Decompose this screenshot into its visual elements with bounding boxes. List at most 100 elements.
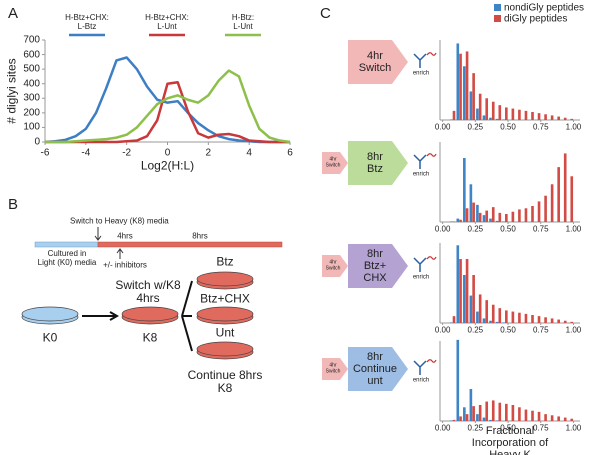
bar	[482, 417, 486, 421]
bar	[465, 259, 469, 323]
step-label: Switch w/K8 4hrs	[115, 277, 181, 305]
dish-label: Btz	[216, 254, 234, 269]
bar	[459, 219, 462, 222]
bar	[537, 316, 541, 323]
bar	[449, 221, 453, 222]
x-axis-label: Log2(H:L)	[140, 158, 195, 173]
condition-label: 4hr Switch	[358, 49, 392, 74]
x-tick-label: -2	[122, 147, 132, 159]
bar	[472, 73, 475, 120]
timeline-heavy	[97, 241, 283, 248]
dish-label: K0	[42, 330, 58, 345]
bar	[449, 119, 453, 120]
bar	[459, 259, 462, 323]
bar	[550, 184, 554, 222]
antigen	[426, 256, 437, 260]
condition-label: 8hr Continue unt	[352, 350, 398, 388]
bar	[485, 300, 489, 323]
bar	[463, 275, 466, 323]
x-tick-label: 1.00	[565, 224, 582, 234]
bar	[472, 406, 475, 421]
bar	[459, 416, 462, 421]
bar	[491, 207, 495, 222]
bar	[465, 51, 469, 120]
tag-label: 4hr Switch	[325, 156, 341, 168]
y-tick-label: 400	[23, 78, 40, 90]
bar	[476, 414, 479, 421]
antigen	[426, 359, 437, 363]
y-tick-label: 100	[23, 121, 40, 133]
x-tick-label: 0.50	[500, 224, 516, 234]
dish-rim	[196, 341, 254, 357]
bar	[531, 410, 534, 421]
x-tick-label: 0.75	[532, 325, 549, 335]
line	[45, 69, 291, 144]
tag-shape	[322, 255, 348, 277]
antigen	[426, 153, 437, 157]
bar	[456, 245, 460, 323]
bar	[449, 420, 453, 421]
bar	[550, 115, 554, 120]
bar	[498, 308, 502, 323]
bar	[469, 91, 473, 120]
bar	[563, 153, 567, 222]
bar	[557, 416, 560, 421]
bar	[544, 195, 547, 222]
bar	[531, 112, 534, 120]
bar	[518, 109, 521, 120]
x-tick-label: 1.00	[565, 325, 582, 335]
bar	[456, 339, 460, 421]
legend-label: H-Btz+CHX: L-Btz	[65, 13, 109, 31]
dish-rim	[196, 271, 254, 287]
enrich-label: enrich	[412, 70, 430, 77]
y-axis-label: # diglyi sites	[4, 58, 19, 124]
bar	[511, 405, 515, 421]
tag-shape	[322, 152, 348, 174]
antibody	[413, 53, 427, 68]
dish-label: Btz+CHX	[200, 291, 250, 306]
x-tick-label: 0.00	[434, 224, 451, 234]
bar	[495, 321, 499, 323]
bar	[505, 214, 508, 222]
bar	[449, 322, 453, 323]
tag-shape	[322, 358, 348, 380]
bar	[489, 419, 492, 421]
timeline-light	[34, 241, 99, 248]
condition-shape	[348, 244, 408, 288]
bar	[469, 389, 473, 421]
bar	[465, 414, 469, 421]
note: +/- inhibitors	[103, 260, 147, 270]
legend-label: diGly peptides	[504, 13, 568, 25]
arrow	[181, 280, 193, 317]
bar	[482, 115, 486, 120]
legend-label: H-Btz: L-Unt	[231, 13, 255, 31]
bar	[544, 317, 547, 323]
x-tick-label: 0.75	[532, 224, 549, 234]
bar	[456, 43, 460, 120]
bar	[557, 167, 560, 222]
x-tick-label: 0.25	[467, 325, 484, 335]
dish-rim	[21, 306, 79, 322]
bar	[491, 304, 495, 323]
legend-swatch	[494, 15, 501, 22]
bar	[505, 403, 508, 421]
bar	[518, 407, 521, 421]
x-tick-label: 0.25	[467, 122, 484, 132]
condition-label: 8hr Btz	[367, 150, 383, 175]
y-tick-label: 0	[34, 136, 40, 148]
y-tick-label: 300	[23, 92, 40, 104]
line	[44, 56, 290, 144]
arrow	[94, 227, 102, 241]
legend-label: H-Btz+CHX: L-Unt	[145, 13, 189, 31]
x-tick-label: 0.50	[500, 423, 516, 433]
bar	[463, 158, 466, 222]
x-tick-label: 0.50	[500, 122, 516, 132]
dish-label: Unt	[215, 325, 235, 340]
x-tick-label: 0.25	[467, 423, 484, 433]
bar	[469, 295, 473, 323]
y-tick-label: 200	[23, 107, 40, 119]
bar	[550, 415, 554, 421]
panel-label: A	[8, 4, 19, 22]
x-tick-label: 0.25	[467, 224, 484, 234]
